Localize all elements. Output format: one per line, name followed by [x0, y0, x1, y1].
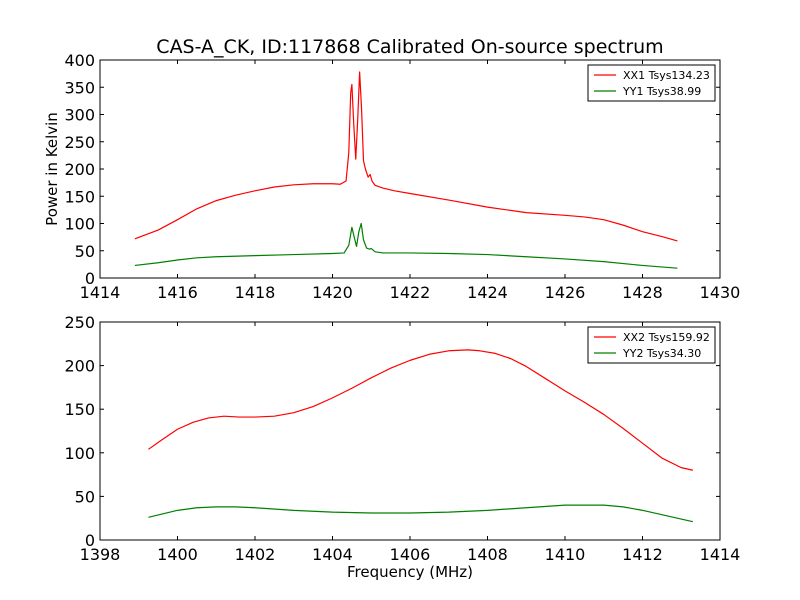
legend-label: YY2 Tsys34.30 — [622, 347, 701, 360]
y-tick-label: 300 — [64, 106, 95, 125]
x-tick-label: 1424 — [467, 283, 508, 302]
series-line-xx2 — [148, 349, 694, 471]
x-tick-label: 1402 — [235, 545, 276, 564]
x-axis-label: Frequency (MHz) — [347, 563, 473, 581]
y-tick-label: 400 — [64, 51, 95, 70]
x-tick-label: 1414 — [80, 283, 121, 302]
legend-label: YY1 Tsys38.99 — [622, 85, 701, 98]
y-tick-label: 200 — [64, 160, 95, 179]
y-tick-label: 350 — [64, 78, 95, 97]
x-tick-label: 1416 — [157, 283, 198, 302]
x-tick-label: 1418 — [235, 283, 276, 302]
bottom-panel: 1398 1400 1402 1404 1406 1408 1410 1412 1414 0 50 1… — [64, 313, 740, 581]
y-tick-label: 250 — [64, 133, 95, 152]
x-tick-label: 1400 — [157, 545, 198, 564]
y-tick-label: 50 — [75, 487, 95, 506]
series-line-xx1 — [134, 71, 678, 242]
x-tick-label: 1420 — [312, 283, 353, 302]
legend-box — [587, 64, 716, 102]
x-tick-label: 1398 — [80, 545, 121, 564]
figure-title: CAS-A_CK, ID:117868 Calibrated On-source… — [156, 36, 663, 58]
x-tick-label: 1422 — [390, 283, 431, 302]
x-tick-label: 1414 — [700, 545, 741, 564]
y-tick-label: 200 — [64, 357, 95, 376]
x-tick-label: 1404 — [312, 545, 353, 564]
legend-box — [587, 326, 716, 364]
y-tick-label: 150 — [64, 187, 95, 206]
y-tick-label: 250 — [64, 313, 95, 332]
series-line-yy1 — [134, 222, 678, 269]
y-tick-label: 100 — [64, 215, 95, 234]
x-tick-label: 1412 — [622, 545, 663, 564]
legend-label: XX2 Tsys159.92 — [623, 331, 710, 344]
x-tick-label: 1408 — [467, 545, 508, 564]
x-tick-label: 1430 — [700, 283, 741, 302]
x-tick-label: 1406 — [390, 545, 431, 564]
x-tick-label: 1410 — [545, 545, 586, 564]
y-tick-label: 0 — [85, 269, 95, 288]
x-tick-label: 1426 — [545, 283, 586, 302]
y-tick-label: 100 — [64, 444, 95, 463]
legend-label: XX1 Tsys134.23 — [623, 69, 710, 82]
top-panel: 1414 1416 1418 1420 1422 1424 1426 1428 1430 0 50 1… — [43, 51, 740, 302]
series-line-yy2 — [148, 504, 694, 523]
y-axis-label: Power in Kelvin — [43, 112, 61, 226]
y-tick-label: 50 — [75, 242, 95, 261]
x-tick-label: 1428 — [622, 283, 663, 302]
y-tick-label: 0 — [85, 531, 95, 550]
y-tick-label: 150 — [64, 400, 95, 419]
legend: XX2 Tsys159.92 YY2 Tsys34.30 — [587, 326, 716, 364]
legend: XX1 Tsys134.23 YY1 Tsys38.99 — [587, 64, 716, 102]
